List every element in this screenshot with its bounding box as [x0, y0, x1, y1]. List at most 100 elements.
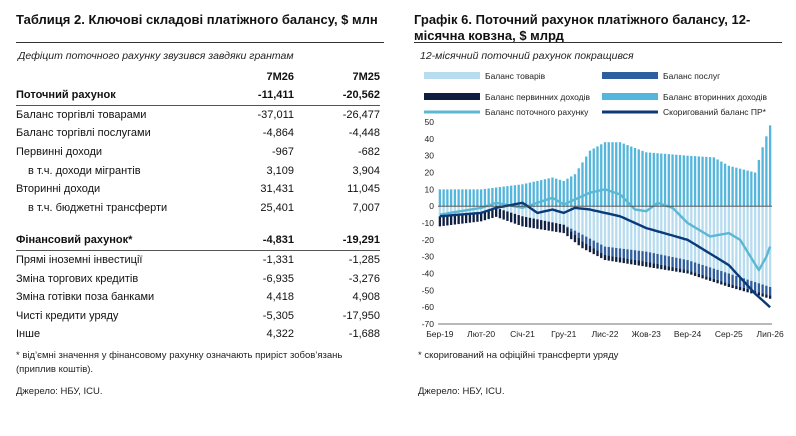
bar-services [588, 238, 592, 246]
bar-services [731, 274, 734, 285]
table-row: Чисті кредити уряду -5,305 -17,950 [16, 307, 380, 326]
bar-secondary [502, 186, 505, 207]
bar-services [742, 278, 746, 288]
chart-source: Джерело: НБУ, ICU. [418, 386, 505, 397]
bar-services [720, 271, 723, 282]
table-row: в т.ч. бюджетні трансферти 25,401 7,007 [16, 199, 380, 218]
bar-secondary [727, 165, 731, 207]
current-account-chart: Баланс товарів Баланс послуг Баланс перв… [422, 71, 784, 339]
bar-primary [682, 269, 685, 273]
bar-goods [607, 206, 610, 248]
y-axis: 50 40 30 20 10 0 -10 -20 -30 -40 -50 -60 -70 [422, 117, 435, 329]
bar-primary [761, 293, 764, 297]
legend-swatch-secondary [602, 93, 658, 100]
bar-primary [626, 258, 629, 264]
bar-secondary [592, 148, 595, 207]
table-row: Баланс торгівлі послугами -4,864 -4,448 [16, 124, 380, 143]
table-row: Зміна готівки поза банками 4,418 4,908 [16, 288, 380, 307]
bar-primary [532, 218, 535, 229]
bar-services [630, 249, 633, 260]
bar-primary [618, 257, 622, 263]
bar-goods [528, 206, 532, 218]
bar-secondary [753, 172, 757, 207]
bar-primary [607, 255, 610, 261]
bar-primary [675, 267, 678, 272]
y-tick-label: 10 [425, 184, 435, 194]
bar-primary [690, 271, 693, 275]
bar-goods [588, 206, 592, 239]
bar-secondary [510, 185, 513, 207]
bar-goods [622, 206, 625, 249]
bar-secondary [498, 187, 502, 207]
bar-secondary [615, 142, 618, 207]
table-row: Вторинні доходи 31,431 11,045 [16, 180, 380, 199]
bar-goods [727, 206, 731, 274]
bar-primary [615, 256, 618, 262]
bar-secondary [472, 189, 475, 207]
bar-services [697, 263, 700, 274]
bar-primary [464, 214, 468, 224]
bar-secondary [731, 166, 734, 207]
bar-goods [731, 206, 734, 275]
table-source: Джерело: НБУ, ICU. [16, 386, 103, 397]
legend-label-primary: Баланс первинних доходів [485, 92, 591, 102]
row-value-7m25: -682 [357, 146, 380, 159]
bar-secondary [746, 170, 749, 207]
bar-primary [521, 216, 524, 227]
row-value-7m25: -19,291 [294, 231, 380, 251]
bar-primary [648, 262, 652, 268]
bar-services [675, 257, 678, 268]
bar-goods [735, 206, 738, 276]
y-tick-label: -10 [422, 218, 435, 228]
bar-primary [540, 220, 543, 230]
bar-services [727, 273, 731, 284]
bar-primary [547, 221, 550, 231]
bar-primary [705, 276, 708, 280]
bar-goods [510, 206, 513, 213]
bar-primary [738, 286, 742, 291]
bar-primary [611, 256, 614, 262]
bar-goods [615, 206, 618, 248]
bar-primary [742, 287, 746, 292]
table-title: Таблиця 2. Ключові складові платіжного б… [16, 12, 378, 27]
bar-services [596, 242, 599, 251]
table-row: в т.ч. доходи мігрантів 3,109 3,904 [16, 161, 380, 180]
bar-primary [453, 215, 457, 225]
bar-services [708, 267, 712, 278]
bar-primary [656, 264, 659, 269]
bar-secondary [693, 156, 697, 207]
bar-primary [592, 248, 595, 255]
row-value-7m25: -1,285 [348, 254, 380, 267]
bar-services [660, 254, 663, 265]
x-tick-label: Лип-26 [757, 329, 784, 339]
bar-secondary [682, 155, 685, 207]
legend-swatch-goods [424, 72, 480, 79]
bar-primary [457, 214, 460, 225]
bar-secondary [543, 179, 547, 207]
bar-goods [663, 206, 667, 256]
bar-goods [701, 206, 704, 265]
bar-primary [502, 210, 505, 220]
bar-goods [521, 206, 524, 217]
bar-secondary [738, 168, 742, 207]
y-tick-label: 0 [429, 201, 434, 211]
column-header-7m25: 7М25 [352, 71, 380, 83]
bar-services [705, 266, 708, 277]
bar-goods [600, 206, 603, 245]
bar-secondary [712, 157, 715, 207]
line-adjusted-current-account [439, 201, 771, 309]
bar-services [592, 240, 595, 249]
bar-secondary [495, 187, 498, 207]
bar-secondary [742, 169, 746, 207]
bar-secondary [697, 156, 700, 207]
y-tick-label: 40 [425, 134, 435, 144]
bar-goods [562, 206, 565, 225]
bar-secondary [585, 156, 588, 207]
bar-secondary [675, 154, 678, 207]
row-value-7m25: -17,950 [342, 309, 380, 322]
bar-primary [596, 250, 599, 257]
bar-primary [622, 258, 625, 264]
bar-goods [438, 206, 442, 217]
bar-goods [502, 206, 505, 211]
bar-goods [656, 206, 659, 254]
